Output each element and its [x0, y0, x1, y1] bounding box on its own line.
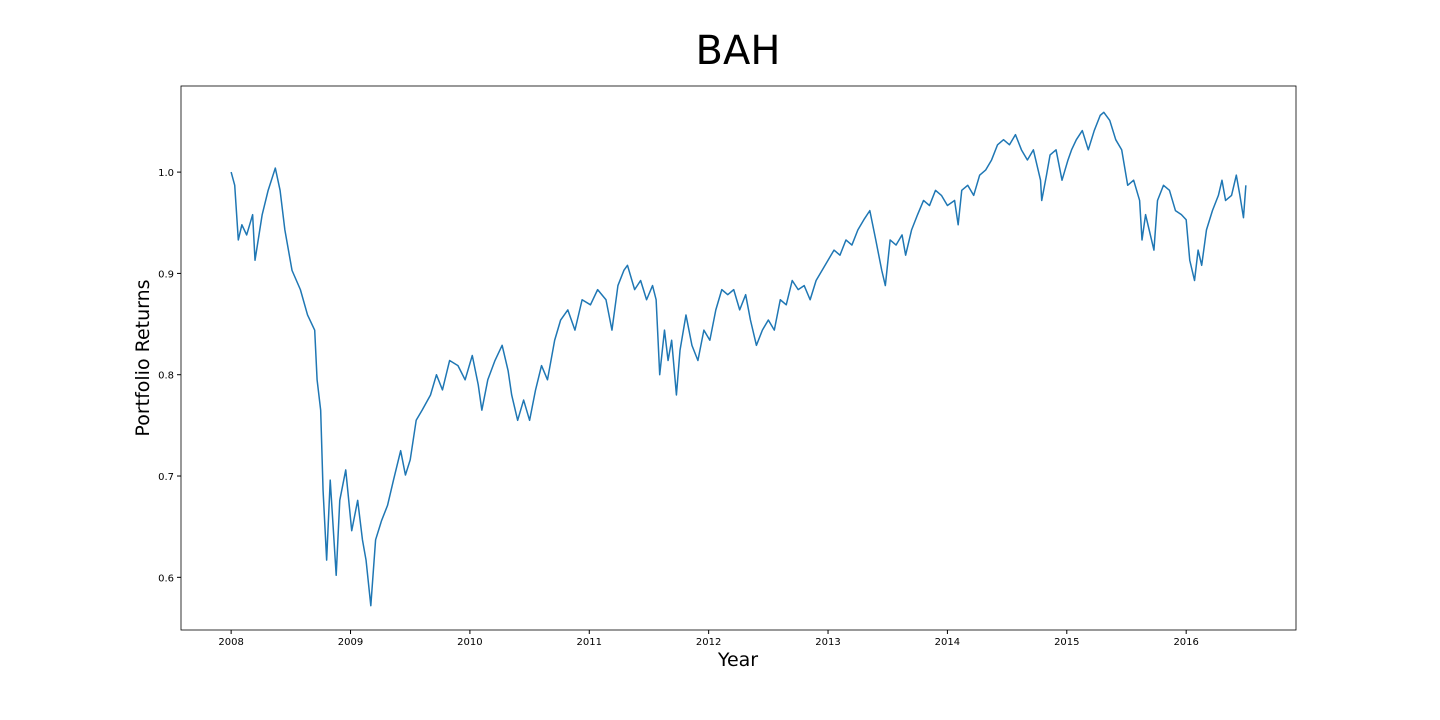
x-tick-label: 2010 — [457, 637, 482, 648]
y-tick-label: 0.7 — [158, 472, 174, 483]
x-tick-label: 2016 — [1173, 637, 1198, 648]
y-tick-label: 1.0 — [158, 168, 174, 179]
x-tick-label: 2014 — [935, 637, 960, 648]
chart-title: BAH — [696, 28, 781, 74]
x-tick-label: 2015 — [1054, 637, 1079, 648]
data-line — [230, 111, 1247, 607]
x-axis-label: Year — [717, 649, 758, 671]
x-tick-label: 2011 — [577, 637, 602, 648]
x-tick-label: 2013 — [815, 637, 840, 648]
y-tick-label: 0.6 — [158, 573, 174, 584]
x-tick-label: 2012 — [696, 637, 721, 648]
y-tick-label: 0.9 — [158, 269, 174, 280]
y-axis-label: Portfolio Returns — [132, 279, 154, 436]
y-tick-label: 0.8 — [158, 371, 174, 382]
x-tick-label: 2009 — [338, 637, 363, 648]
plot-frame — [180, 85, 1297, 631]
x-tick-label: 2008 — [218, 637, 243, 648]
